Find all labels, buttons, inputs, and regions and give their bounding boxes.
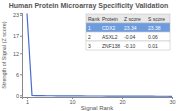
line bbox=[27, 14, 172, 97]
tick: 23 bbox=[13, 12, 22, 18]
table-row bbox=[86, 32, 170, 41]
tick-label: 20 bbox=[119, 99, 125, 105]
tick-mark bbox=[20, 15, 22, 16]
table-cell: ZNF138 bbox=[102, 43, 120, 49]
table-header-cell: Rank bbox=[88, 16, 100, 22]
tick-mark bbox=[20, 95, 22, 96]
table: RankProtein Z score S score 1 CDX2 23.34 23.38… bbox=[86, 14, 170, 50]
tick-mark bbox=[20, 36, 22, 37]
table-cell: 1 bbox=[88, 25, 91, 31]
table-cell: 0.06 bbox=[148, 34, 158, 40]
tick-label: 12 bbox=[13, 51, 19, 57]
table-header bbox=[86, 14, 170, 23]
table-cell: -0.04 bbox=[124, 34, 136, 40]
tick-label: 23 bbox=[13, 12, 19, 18]
table-cell: CDX2 bbox=[102, 25, 116, 31]
table-cell: 3 bbox=[88, 43, 91, 49]
tick-label: 10 bbox=[69, 99, 75, 105]
tick: 1 bbox=[26, 97, 29, 105]
table-cell: ASXL2 bbox=[102, 34, 118, 40]
tick: 12 bbox=[13, 51, 22, 57]
table-cell: 23.34 bbox=[124, 25, 137, 31]
tick-label: 6 bbox=[16, 72, 19, 78]
table-cell: -0.10 bbox=[124, 43, 136, 49]
tick-label: 1 bbox=[26, 99, 29, 105]
tick-mark bbox=[20, 74, 22, 75]
tick-label: 0 bbox=[16, 93, 19, 99]
tick: 6 bbox=[16, 72, 22, 78]
table-header-cell: Z score bbox=[124, 16, 141, 22]
table-cell: 23.38 bbox=[148, 25, 161, 31]
x-axis-title: Signal Rank bbox=[81, 105, 114, 111]
marks bbox=[27, 14, 172, 97]
chart: Human Protein Microarray Specificity Val… bbox=[0, 0, 177, 111]
y-axis-title: Strength of Signal (Z score) bbox=[1, 21, 7, 88]
table-row bbox=[86, 41, 170, 50]
axis-line bbox=[23, 98, 173, 100]
tick-mark bbox=[20, 53, 22, 54]
plot: 110203006121723 bbox=[13, 12, 176, 105]
tick: 0 bbox=[16, 93, 22, 99]
tick-label: 30 bbox=[169, 99, 175, 105]
tick: 20 bbox=[119, 97, 125, 105]
tick: 30 bbox=[169, 97, 175, 105]
tick: 17 bbox=[13, 33, 22, 39]
table-row bbox=[86, 23, 170, 32]
y-axis: 0 6 12 17 23 bbox=[13, 12, 23, 99]
table-header-cell: S score bbox=[148, 16, 165, 22]
title: Human Protein Microarray Specificity Val… bbox=[9, 2, 169, 10]
tick-label: 17 bbox=[13, 33, 19, 39]
axis-line bbox=[20, 14, 23, 98]
tick: 10 bbox=[69, 97, 75, 105]
table-cell: 2 bbox=[88, 34, 91, 40]
table-header-cell: Protein bbox=[102, 16, 118, 22]
table-cell: 0.01 bbox=[148, 43, 158, 49]
